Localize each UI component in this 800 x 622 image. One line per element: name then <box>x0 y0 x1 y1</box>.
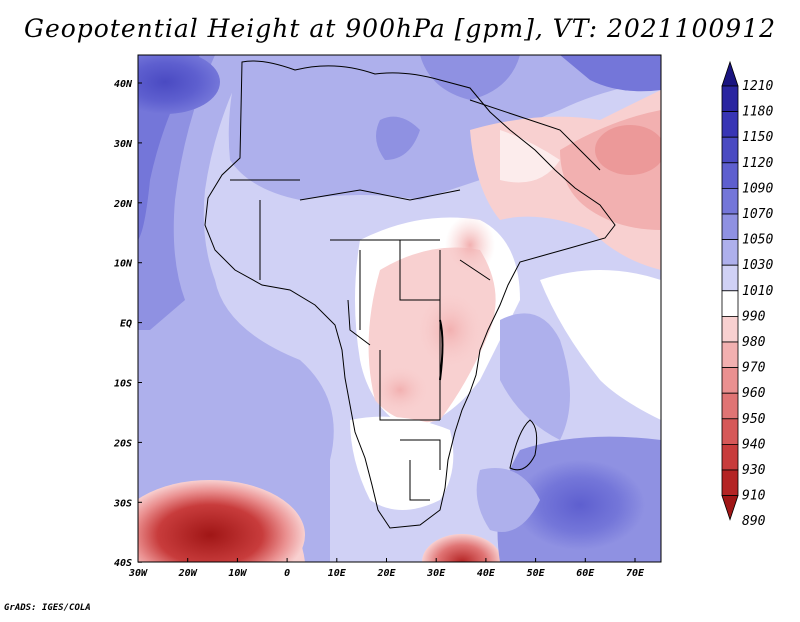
y-tick-label: 40N <box>114 79 133 90</box>
colorbar-label: 970 <box>742 361 766 376</box>
colorbar-segment <box>721 367 739 394</box>
colorbar-label: 1090 <box>742 181 773 196</box>
colorbar-segment <box>721 187 739 215</box>
colorbar-label: 1150 <box>742 130 773 145</box>
colorbar-segment <box>721 111 739 138</box>
colorbar-segment <box>721 341 739 369</box>
colorbar-segment <box>721 418 739 445</box>
y-tick-label: 20N <box>113 199 133 210</box>
colorbar-segment <box>721 85 739 113</box>
colorbar-segment <box>721 443 739 471</box>
colorbar-label: 950 <box>742 412 766 427</box>
colorbar-segment <box>721 469 739 497</box>
x-tick-label: 10W <box>228 568 247 579</box>
colorbar-label: 960 <box>742 386 766 401</box>
colorbar-label: 1030 <box>742 258 773 273</box>
y-tick-label: 20S <box>113 438 132 449</box>
x-axis: 30W 20W 10W 0 10E 20E 30E 40E 50E 60E 70E <box>128 558 645 579</box>
credit-text: GrADS: IGES/COLA <box>4 603 91 613</box>
y-tick-label: EQ <box>120 319 132 330</box>
colorbar-segment <box>721 162 739 189</box>
colorbar-segment <box>721 315 739 343</box>
colorbar-segment <box>721 136 739 164</box>
colorbar-segment <box>721 264 739 292</box>
colorbar-label: 1050 <box>742 233 773 248</box>
y-axis: 40N 30N 20N 10N EQ 10S 20S 30S 40S <box>113 79 142 569</box>
colorbar-label: 910 <box>742 489 766 504</box>
y-tick-label: 40S <box>114 558 132 569</box>
x-tick-label: 0 <box>284 568 290 579</box>
x-tick-label: 30E <box>426 568 446 579</box>
colorbar-label: 1210 <box>742 79 773 94</box>
colorbar-segment <box>721 290 739 317</box>
x-tick-label: 20E <box>376 568 396 579</box>
colorbar-top-arrow <box>721 60 739 87</box>
x-tick-label: 10E <box>328 568 347 579</box>
colorbar-label: 990 <box>742 309 766 324</box>
y-tick-label: 10N <box>114 259 133 270</box>
colorbar-bottom-arrow <box>721 495 739 521</box>
colorbar-label: 930 <box>742 463 766 478</box>
map-title: Geopotential Height at 900hPa [gpm], VT:… <box>23 14 777 43</box>
colorbar-label: 1120 <box>742 156 773 171</box>
x-tick-label: 70E <box>626 568 645 579</box>
colorbar-label: 980 <box>742 335 766 350</box>
colorbar-label: 940 <box>742 437 766 452</box>
colorbar-label: 1010 <box>742 284 773 299</box>
colorbar-segment <box>721 239 739 266</box>
colorbar-label: 1070 <box>742 207 773 222</box>
x-tick-label: 50E <box>527 568 546 579</box>
y-tick-label: 10S <box>114 379 132 390</box>
y-tick-label: 30S <box>113 498 132 509</box>
x-tick-label: 20W <box>178 568 198 579</box>
y-tick-label: 30N <box>113 139 133 150</box>
colorbar-label: 890 <box>742 514 766 529</box>
height-field <box>138 55 661 562</box>
x-tick-label: 40E <box>477 568 496 579</box>
x-tick-label: 60E <box>576 568 595 579</box>
x-tick-label: 30W <box>128 568 148 579</box>
colorbar-label: 1180 <box>742 105 773 120</box>
coastline <box>204 60 616 529</box>
colorbar-segment <box>721 392 739 420</box>
colorbar: 1210 1180 1150 1120 1090 1070 1050 1030 1010 990 9… <box>721 60 773 529</box>
map-frame <box>137 54 662 563</box>
colorbar-segment <box>721 213 739 241</box>
